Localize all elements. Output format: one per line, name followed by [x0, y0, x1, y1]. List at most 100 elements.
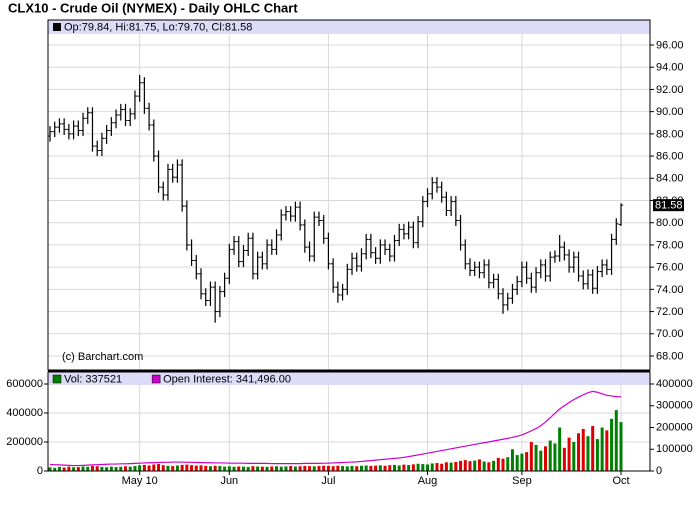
y-tick-label: 600000: [6, 378, 43, 390]
y-tick-label: 74.00: [656, 284, 684, 296]
x-tick-label: May 10: [122, 475, 158, 487]
volume-bar: [463, 460, 467, 471]
volume-bar: [473, 460, 477, 471]
volume-bar: [345, 466, 349, 471]
volume-bar: [506, 457, 510, 471]
volume-bar: [430, 463, 434, 471]
volume-bar: [468, 461, 472, 471]
volume-bar: [223, 466, 227, 471]
volume-bar: [180, 464, 184, 471]
volume-bar: [208, 466, 212, 471]
volume-bar: [600, 427, 604, 471]
volume-bar: [440, 463, 444, 471]
y-tick-label: 0: [37, 465, 43, 477]
volume-bar: [237, 466, 241, 471]
y-tick-label: 86.00: [656, 150, 684, 162]
volume-bar: [326, 465, 330, 471]
volume-bar: [308, 466, 312, 471]
price-legend: Op:79.84, Hi:81.75, Lo:79.70, Cl:81.58: [64, 21, 252, 33]
volume-bar: [185, 464, 189, 471]
volume-bar: [241, 466, 245, 471]
volume-bar: [407, 465, 411, 471]
volume-bar: [449, 462, 453, 471]
volume-bar: [124, 466, 128, 471]
volume-bar: [383, 465, 387, 471]
y-tick-label: 200000: [6, 436, 43, 448]
volume-bar: [426, 464, 430, 471]
volume-bar: [133, 466, 137, 471]
volume-bar: [166, 465, 170, 471]
volume-bar: [487, 462, 491, 471]
volume-bar: [322, 465, 326, 471]
volume-bar: [72, 467, 76, 471]
volume-bar: [331, 466, 335, 471]
volume-bar: [90, 465, 94, 471]
volume-bar: [510, 449, 514, 471]
y2-tick-label: 300000: [656, 400, 693, 412]
volume-bar: [81, 466, 85, 471]
volume-bar: [374, 465, 378, 471]
volume-bar: [138, 465, 142, 471]
volume-bar: [411, 464, 415, 471]
volume-bar: [246, 466, 250, 471]
legend-swatch: [151, 374, 161, 384]
x-tick-label: Jun: [220, 475, 238, 487]
volume-bar: [289, 466, 293, 471]
volume-bar: [435, 463, 439, 471]
volume-bar: [260, 466, 264, 471]
y2-tick-label: 200000: [656, 421, 693, 433]
volume-bar: [204, 465, 208, 471]
y-tick-label: 78.00: [656, 239, 684, 251]
copyright: (c) Barchart.com: [62, 351, 143, 363]
volume-bar: [67, 466, 71, 471]
volume-bar: [539, 450, 543, 471]
volume-frame: [47, 371, 651, 472]
volume-bar: [312, 466, 316, 471]
volume-bar: [388, 465, 392, 471]
volume-bar: [152, 464, 156, 471]
volume-bar: [341, 466, 345, 471]
volume-bar: [62, 467, 66, 471]
volume-bar: [275, 466, 279, 471]
volume-bar: [619, 422, 623, 471]
y-tick-label: 88.00: [656, 128, 684, 140]
volume-bar: [303, 465, 307, 471]
volume-bar: [482, 461, 486, 471]
volume-bar: [515, 455, 519, 471]
y-tick-label: 92.00: [656, 84, 684, 96]
y-tick-label: 96.00: [656, 39, 684, 51]
volume-bar: [270, 466, 274, 471]
volume-bar: [284, 466, 288, 471]
volume-bar: [454, 462, 458, 471]
volume-bar: [444, 462, 448, 471]
chart-title: CLX10 - Crude Oil (NYMEX) - Daily OHLC C…: [8, 0, 298, 15]
volume-bar: [213, 465, 217, 471]
volume-bar: [350, 465, 354, 471]
volume-bar: [53, 467, 57, 471]
volume-bar: [336, 465, 340, 471]
volume-bar: [614, 410, 618, 471]
volume-bar: [128, 466, 132, 471]
volume-bar: [553, 443, 557, 471]
y2-tick-label: 100000: [656, 443, 693, 455]
volume-bar: [175, 465, 179, 471]
x-tick-label: Jul: [321, 475, 335, 487]
x-tick-label: Sep: [512, 475, 532, 487]
volume-bar: [567, 437, 571, 471]
volume-bar: [109, 466, 113, 471]
volume-bar: [501, 458, 505, 471]
volume-bar: [355, 466, 359, 471]
volume-bar: [397, 465, 401, 471]
y2-tick-label: 400000: [656, 378, 693, 390]
marks: [47, 74, 624, 471]
legend-swatch: [53, 23, 61, 31]
y-tick-label: 80.00: [656, 217, 684, 229]
volume-bar: [142, 464, 146, 471]
volume-bar: [595, 439, 599, 471]
volume-bar: [227, 466, 231, 471]
volume-bar: [378, 465, 382, 471]
volume-bar: [525, 452, 529, 471]
volume-bar: [392, 464, 396, 471]
volume-bar: [218, 466, 222, 471]
